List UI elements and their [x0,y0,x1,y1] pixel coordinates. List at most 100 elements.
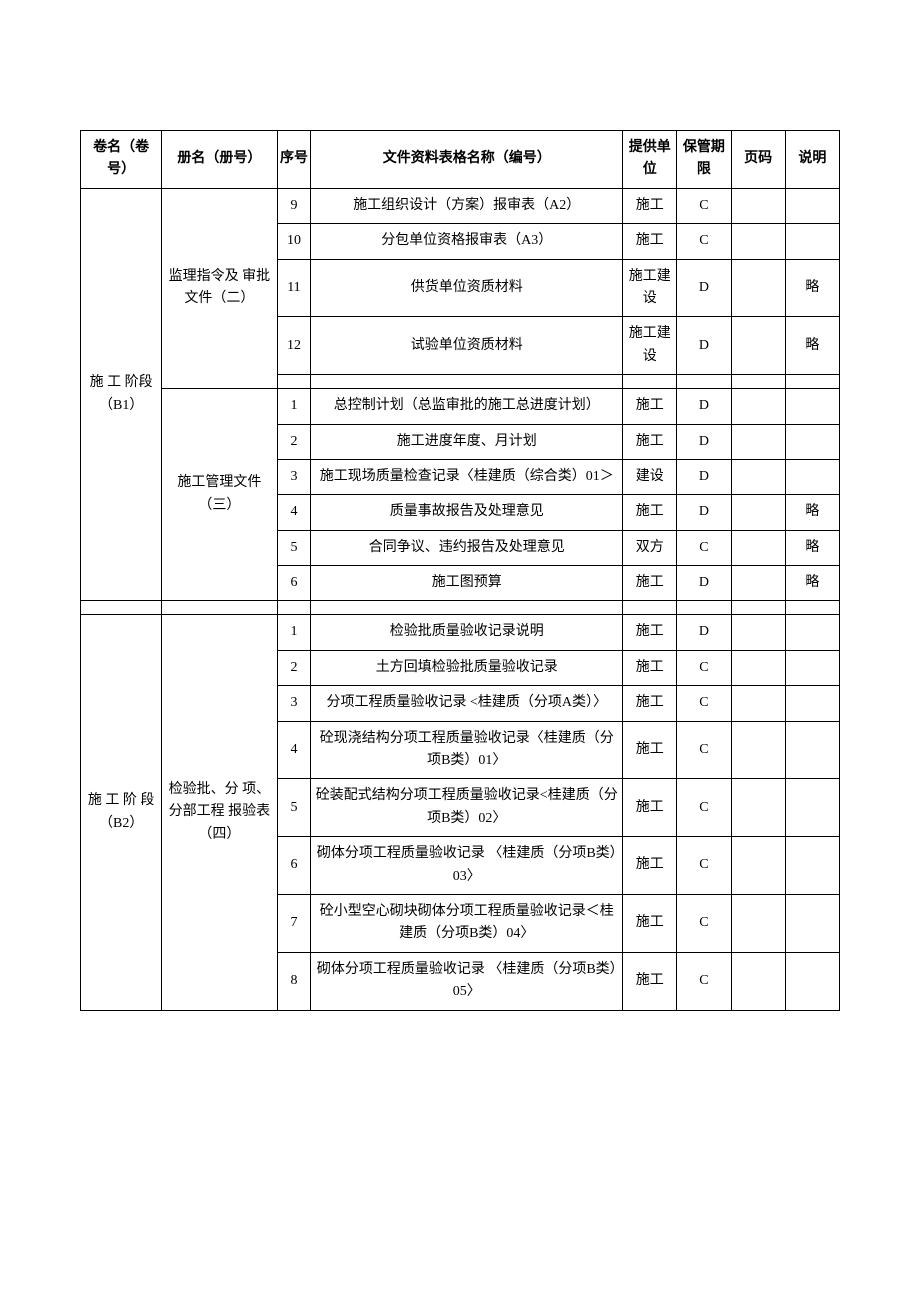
cell-name: 砌体分项工程质量验收记录 〈桂建质（分项B类）05〉 [311,952,623,1010]
cell-seq: 8 [277,952,311,1010]
cell-page [731,188,785,223]
cell-page [731,650,785,685]
cell-provider: 施工 [623,424,677,459]
cell-name: 施工现场质量检查记录〈桂建质（综合类）01＞ [311,459,623,494]
cell-name: 检验批质量验收记录说明 [311,615,623,650]
header-book: 册名（册号） [162,131,277,189]
cell-provider: 施工建设 [623,259,677,317]
cell-period: D [677,495,731,530]
cell-page [731,894,785,952]
book-2: 监理指令及 审批文件（二） [162,188,277,388]
cell-seq: 5 [277,779,311,837]
cell-note [785,188,839,223]
cell-note [785,650,839,685]
cell-period: C [677,530,731,565]
cell-provider: 施工 [623,566,677,601]
cell-name: 试验单位资质材料 [311,317,623,375]
cell-provider: 建设 [623,459,677,494]
cell-note: 略 [785,530,839,565]
cell-page [731,721,785,779]
cell-seq: 3 [277,459,311,494]
cell-seq: 4 [277,495,311,530]
cell-seq: 10 [277,224,311,259]
cell-period: D [677,317,731,375]
cell-page [731,530,785,565]
cell-note: 略 [785,317,839,375]
table-header-row: 卷名（卷号） 册名（册号） 序号 文件资料表格名称（编号） 提供单位 保管期限 … [81,131,840,189]
cell-note: 略 [785,259,839,317]
cell-name: 砼装配式结构分项工程质量验收记录<桂建质（分项B类）02〉 [311,779,623,837]
cell-page [731,837,785,895]
table-row: 施 工 阶 段（B2） 检验批、分 项、分部工程 报验表（四） 1 检验批质量验… [81,615,840,650]
header-page: 页码 [731,131,785,189]
cell-period: C [677,721,731,779]
cell-name: 土方回填检验批质量验收记录 [311,650,623,685]
cell-name: 施工图预算 [311,566,623,601]
document-table: 卷名（卷号） 册名（册号） 序号 文件资料表格名称（编号） 提供单位 保管期限 … [80,130,840,1011]
cell-period: D [677,459,731,494]
spacer-row [81,601,840,615]
cell-period: C [677,224,731,259]
table-row: 施工管理文件（三） 1 总控制计划（总监审批的施工总进度计划） 施工 D [81,389,840,424]
cell-period: C [677,686,731,721]
cell-note [785,615,839,650]
cell-seq: 9 [277,188,311,223]
cell-provider: 施工 [623,894,677,952]
cell-provider: 施工 [623,224,677,259]
cell-note [785,721,839,779]
cell-provider: 施工建设 [623,317,677,375]
cell-seq: 6 [277,566,311,601]
cell-note [785,459,839,494]
cell-period: D [677,424,731,459]
cell-name: 分项工程质量验收记录 <桂建质（分项A类）〉 [311,686,623,721]
cell-page [731,424,785,459]
cell-name: 合同争议、违约报告及处理意见 [311,530,623,565]
cell-provider: 施工 [623,495,677,530]
cell-note [785,894,839,952]
cell-page [731,459,785,494]
cell-seq: 12 [277,317,311,375]
cell-name: 施工组织设计（方案）报审表（A2） [311,188,623,223]
cell-period: D [677,615,731,650]
cell-page [731,224,785,259]
cell-name: 砼现浇结构分项工程质量验收记录〈桂建质（分项B类）01〉 [311,721,623,779]
cell-note [785,952,839,1010]
cell-name: 总控制计划（总监审批的施工总进度计划） [311,389,623,424]
cell-provider: 施工 [623,837,677,895]
cell-provider: 施工 [623,615,677,650]
cell-page [731,615,785,650]
cell-provider: 施工 [623,721,677,779]
cell-provider: 施工 [623,686,677,721]
cell-name: 质量事故报告及处理意见 [311,495,623,530]
cell-provider: 双方 [623,530,677,565]
cell-provider: 施工 [623,389,677,424]
cell-note [785,424,839,459]
cell-period: C [677,779,731,837]
vol-b2: 施 工 阶 段（B2） [81,615,162,1010]
cell-page [731,952,785,1010]
book-3: 施工管理文件（三） [162,389,277,601]
cell-seq: 11 [277,259,311,317]
cell-seq: 5 [277,530,311,565]
cell-period: C [677,837,731,895]
cell-note: 略 [785,566,839,601]
cell-seq: 6 [277,837,311,895]
table-row: 施 工 阶段 （B1） 监理指令及 审批文件（二） 9 施工组织设计（方案）报审… [81,188,840,223]
cell-note [785,389,839,424]
cell-period: D [677,259,731,317]
cell-name: 施工进度年度、月计划 [311,424,623,459]
book-4: 检验批、分 项、分部工程 报验表（四） [162,615,277,1010]
header-period: 保管期限 [677,131,731,189]
cell-period: C [677,650,731,685]
cell-seq: 3 [277,686,311,721]
cell-provider: 施工 [623,650,677,685]
cell-period: D [677,566,731,601]
cell-period: C [677,894,731,952]
header-note: 说明 [785,131,839,189]
cell-page [731,779,785,837]
cell-page [731,495,785,530]
header-provider: 提供单位 [623,131,677,189]
header-vol: 卷名（卷号） [81,131,162,189]
cell-provider: 施工 [623,779,677,837]
cell-page [731,317,785,375]
